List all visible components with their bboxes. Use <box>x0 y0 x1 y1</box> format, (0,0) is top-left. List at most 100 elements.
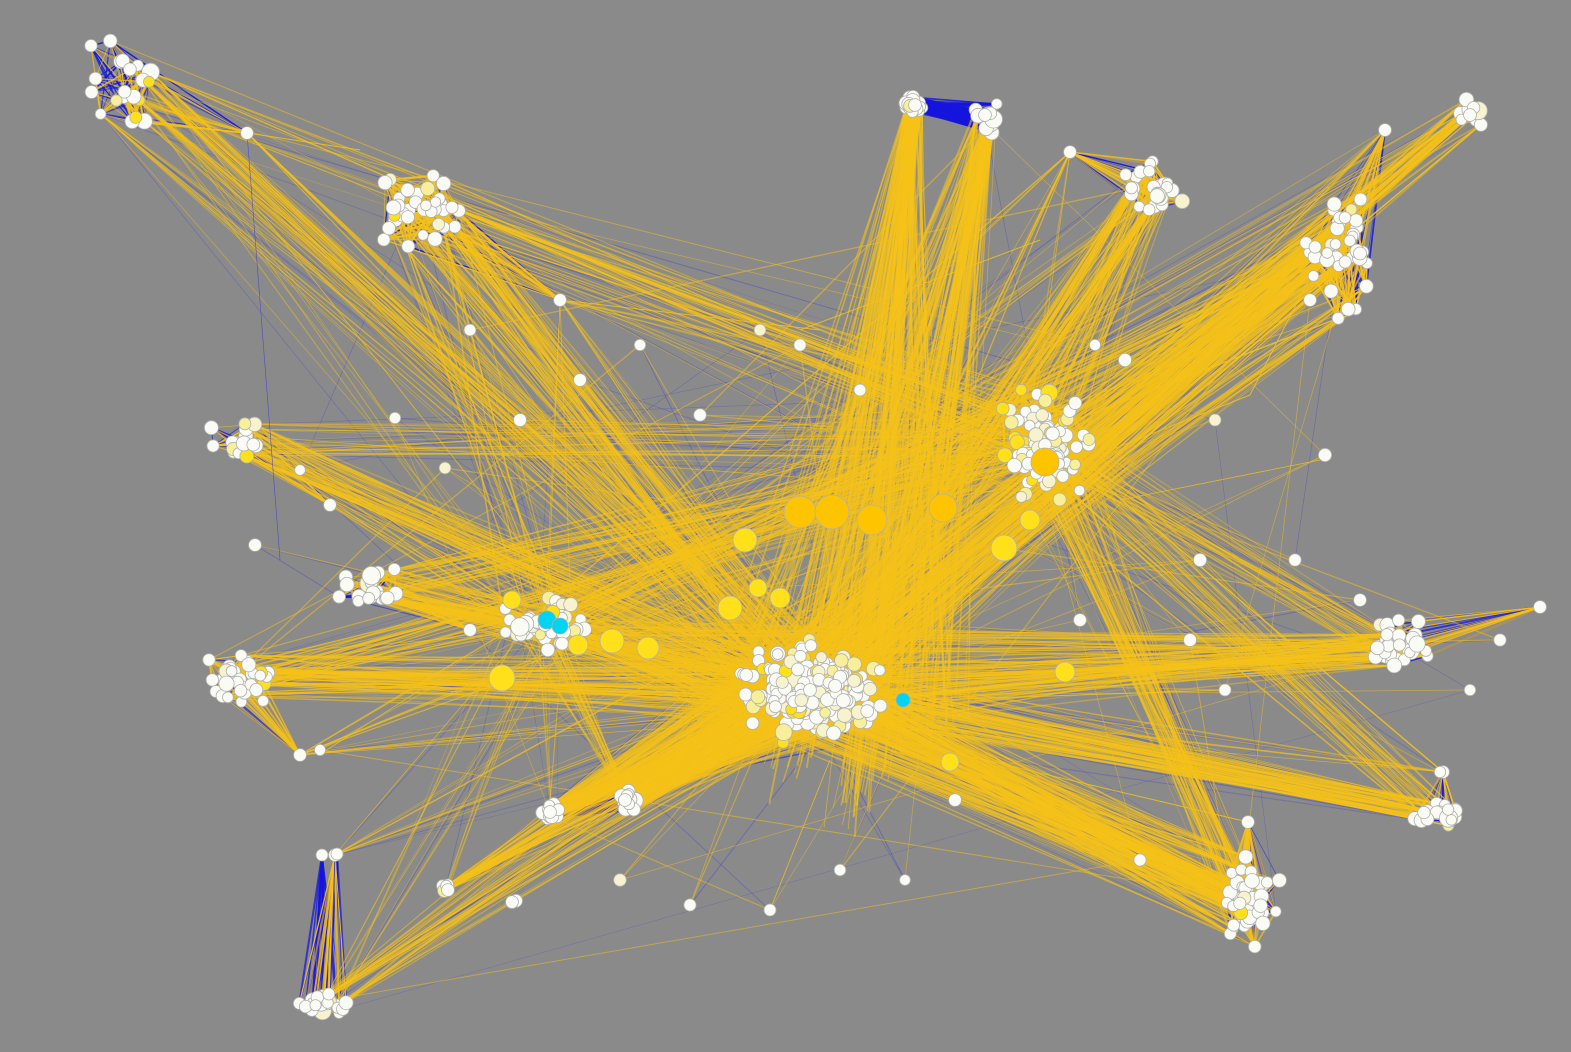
graph-node[interactable] <box>1359 278 1374 294</box>
graph-node[interactable] <box>339 576 355 593</box>
graph-node[interactable] <box>463 323 477 337</box>
graph-node[interactable] <box>426 169 440 183</box>
graph-node[interactable] <box>1411 614 1426 629</box>
graph-node[interactable] <box>234 684 248 698</box>
graph-node[interactable] <box>248 538 262 552</box>
graph-node[interactable] <box>683 898 697 912</box>
graph-node[interactable] <box>1253 898 1268 913</box>
graph-node[interactable] <box>739 668 754 682</box>
graph-node[interactable] <box>1345 203 1358 216</box>
graph-node[interactable] <box>815 651 828 664</box>
graph-node-highlighted[interactable] <box>1054 661 1076 683</box>
graph-node[interactable] <box>1118 352 1133 367</box>
graph-node[interactable] <box>833 863 847 877</box>
graph-node[interactable] <box>1326 196 1342 212</box>
graph-node[interactable] <box>1270 905 1282 918</box>
graph-node[interactable] <box>1035 408 1049 422</box>
graph-node-highlighted[interactable] <box>636 636 660 660</box>
graph-node[interactable] <box>417 229 429 241</box>
graph-node[interactable] <box>1533 600 1547 614</box>
graph-node[interactable] <box>203 420 219 436</box>
graph-node[interactable] <box>775 675 789 689</box>
graph-node[interactable] <box>1119 168 1132 182</box>
graph-node-highlighted[interactable] <box>488 664 516 692</box>
graph-node[interactable] <box>1068 396 1083 410</box>
graph-node[interactable] <box>1233 896 1247 910</box>
graph-node[interactable] <box>573 373 587 387</box>
graph-node[interactable] <box>693 408 707 422</box>
graph-node[interactable] <box>1082 433 1096 446</box>
graph-node-highlighted[interactable] <box>1019 509 1041 531</box>
graph-node[interactable] <box>420 199 432 212</box>
graph-node[interactable] <box>1070 440 1084 454</box>
graph-node[interactable] <box>249 683 264 697</box>
graph-node[interactable] <box>362 591 376 605</box>
graph-node[interactable] <box>750 689 766 705</box>
graph-node[interactable] <box>540 642 556 658</box>
graph-node[interactable] <box>978 108 992 122</box>
graph-node[interactable] <box>218 675 235 692</box>
graph-node[interactable] <box>438 461 452 475</box>
graph-node[interactable] <box>738 687 753 702</box>
graph-node[interactable] <box>352 595 365 608</box>
graph-node[interactable] <box>313 744 326 757</box>
graph-node[interactable] <box>129 111 143 124</box>
graph-node[interactable] <box>793 338 807 352</box>
graph-node[interactable] <box>846 656 862 672</box>
graph-node[interactable] <box>1006 457 1022 474</box>
graph-node[interactable] <box>234 649 248 662</box>
graph-node[interactable] <box>1318 447 1333 462</box>
graph-node[interactable] <box>835 693 851 708</box>
graph-node-highlighted[interactable] <box>856 504 888 536</box>
graph-node-highlighted[interactable] <box>990 534 1018 562</box>
graph-node[interactable] <box>1338 255 1352 269</box>
graph-node[interactable] <box>996 401 1010 416</box>
graph-node[interactable] <box>381 221 396 236</box>
graph-node-highlighted[interactable] <box>783 495 817 529</box>
graph-node[interactable] <box>1056 469 1070 483</box>
graph-node[interactable] <box>834 653 849 668</box>
graph-node[interactable] <box>94 108 107 120</box>
graph-node[interactable] <box>899 874 911 886</box>
graph-node[interactable] <box>323 498 337 512</box>
graph-node[interactable] <box>803 683 817 697</box>
graph-node[interactable] <box>753 323 767 337</box>
graph-node[interactable] <box>1073 484 1086 497</box>
graph-node[interactable] <box>103 33 118 49</box>
graph-node[interactable] <box>110 94 123 107</box>
graph-node[interactable] <box>1303 293 1317 307</box>
graph-node[interactable] <box>246 437 261 452</box>
graph-node[interactable] <box>206 439 220 453</box>
graph-node[interactable] <box>853 383 867 397</box>
graph-node[interactable] <box>819 707 831 719</box>
graph-node[interactable] <box>361 566 381 586</box>
graph-node[interactable] <box>309 999 322 1012</box>
graph-node[interactable] <box>1241 815 1255 829</box>
graph-node[interactable] <box>1473 117 1488 132</box>
graph-node[interactable] <box>322 987 336 1001</box>
graph-node[interactable] <box>205 673 219 687</box>
graph-node[interactable] <box>948 793 962 807</box>
graph-node[interactable] <box>1321 247 1333 259</box>
graph-node[interactable] <box>1218 683 1232 697</box>
graph-node[interactable] <box>1463 683 1477 697</box>
graph-node[interactable] <box>510 617 530 637</box>
graph-node[interactable] <box>1038 393 1053 408</box>
graph-node[interactable] <box>1442 803 1455 816</box>
graph-node[interactable] <box>427 231 443 247</box>
graph-node[interactable] <box>1142 203 1156 217</box>
graph-node[interactable] <box>563 597 579 612</box>
graph-node[interactable] <box>836 707 853 723</box>
graph-node[interactable] <box>400 182 415 198</box>
graph-node[interactable] <box>117 84 132 99</box>
graph-node-highlighted[interactable] <box>567 634 589 656</box>
graph-node[interactable] <box>553 293 567 307</box>
graph-node[interactable] <box>380 590 395 606</box>
graph-node[interactable] <box>1392 613 1406 627</box>
graph-node[interactable] <box>618 793 632 807</box>
graph-node-highlighted[interactable] <box>940 752 960 772</box>
graph-node[interactable] <box>1288 553 1302 567</box>
graph-node[interactable] <box>1183 633 1197 647</box>
graph-node[interactable] <box>239 448 255 464</box>
